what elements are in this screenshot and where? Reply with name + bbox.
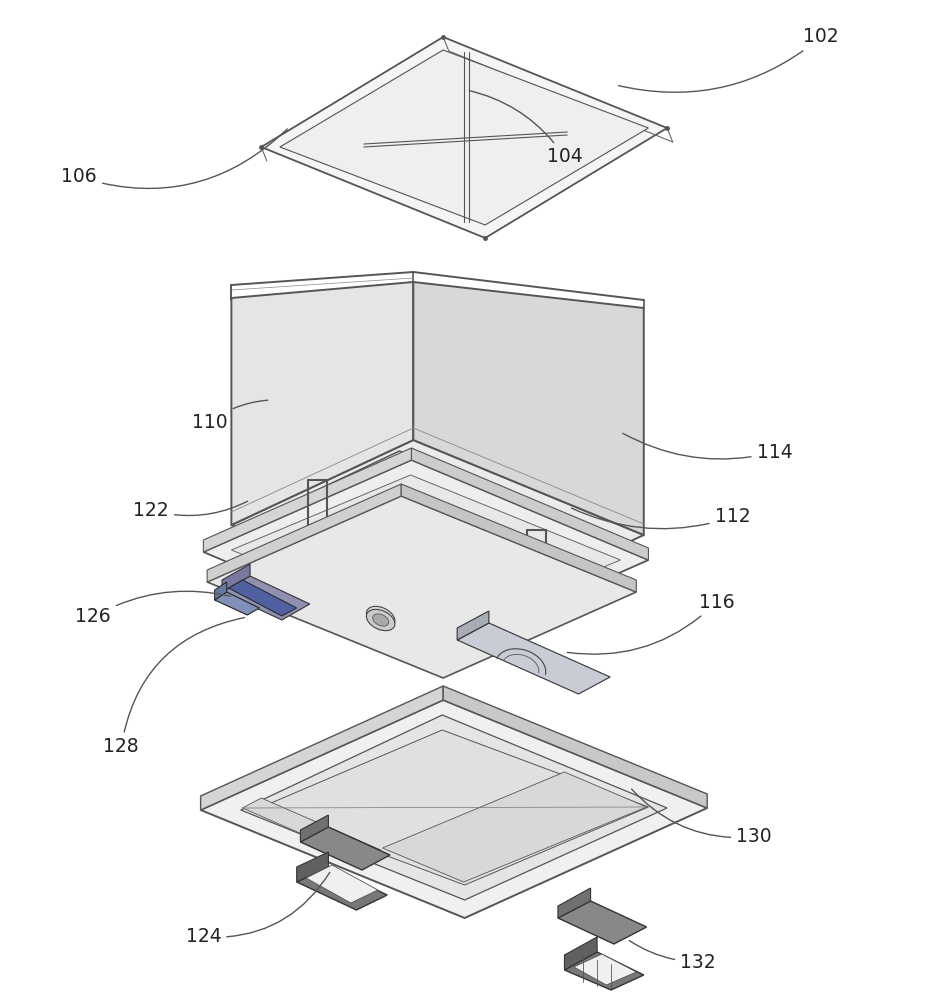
Text: 122: 122 <box>133 500 247 520</box>
Polygon shape <box>215 582 227 600</box>
Polygon shape <box>261 37 667 238</box>
Polygon shape <box>207 496 636 678</box>
Polygon shape <box>207 484 401 582</box>
Polygon shape <box>300 815 328 842</box>
Text: 104: 104 <box>469 91 582 166</box>
Polygon shape <box>201 686 443 810</box>
Text: 130: 130 <box>632 789 772 846</box>
Text: 112: 112 <box>572 508 750 529</box>
Polygon shape <box>411 448 648 560</box>
Polygon shape <box>401 484 636 592</box>
Polygon shape <box>203 448 411 552</box>
Polygon shape <box>229 580 297 616</box>
Polygon shape <box>574 954 636 985</box>
Polygon shape <box>564 937 597 970</box>
Polygon shape <box>241 715 667 900</box>
Polygon shape <box>457 623 610 694</box>
Text: 110: 110 <box>192 400 268 432</box>
Polygon shape <box>215 592 259 615</box>
Text: 106: 106 <box>62 129 287 188</box>
Polygon shape <box>231 282 413 525</box>
Text: 128: 128 <box>104 618 244 756</box>
Polygon shape <box>564 952 644 990</box>
Polygon shape <box>222 564 250 592</box>
Polygon shape <box>280 50 648 225</box>
Polygon shape <box>383 772 647 882</box>
Text: 132: 132 <box>629 941 716 972</box>
Polygon shape <box>231 475 620 635</box>
Polygon shape <box>443 686 707 808</box>
Text: 116: 116 <box>567 592 734 654</box>
Ellipse shape <box>367 609 395 631</box>
Ellipse shape <box>372 614 389 626</box>
Text: 124: 124 <box>186 872 329 946</box>
Polygon shape <box>300 827 390 870</box>
Polygon shape <box>222 576 310 620</box>
Polygon shape <box>558 901 647 944</box>
Polygon shape <box>457 611 489 640</box>
Text: 114: 114 <box>623 433 792 462</box>
Polygon shape <box>259 730 648 885</box>
Polygon shape <box>297 867 387 910</box>
Polygon shape <box>231 440 644 620</box>
Text: 126: 126 <box>76 591 230 626</box>
Polygon shape <box>413 282 644 535</box>
Polygon shape <box>203 460 648 652</box>
Polygon shape <box>306 865 378 903</box>
Polygon shape <box>558 888 591 918</box>
Text: 102: 102 <box>619 27 839 92</box>
Polygon shape <box>216 451 636 635</box>
Polygon shape <box>297 852 328 882</box>
Polygon shape <box>243 798 381 860</box>
Polygon shape <box>201 700 707 918</box>
Ellipse shape <box>367 606 395 628</box>
